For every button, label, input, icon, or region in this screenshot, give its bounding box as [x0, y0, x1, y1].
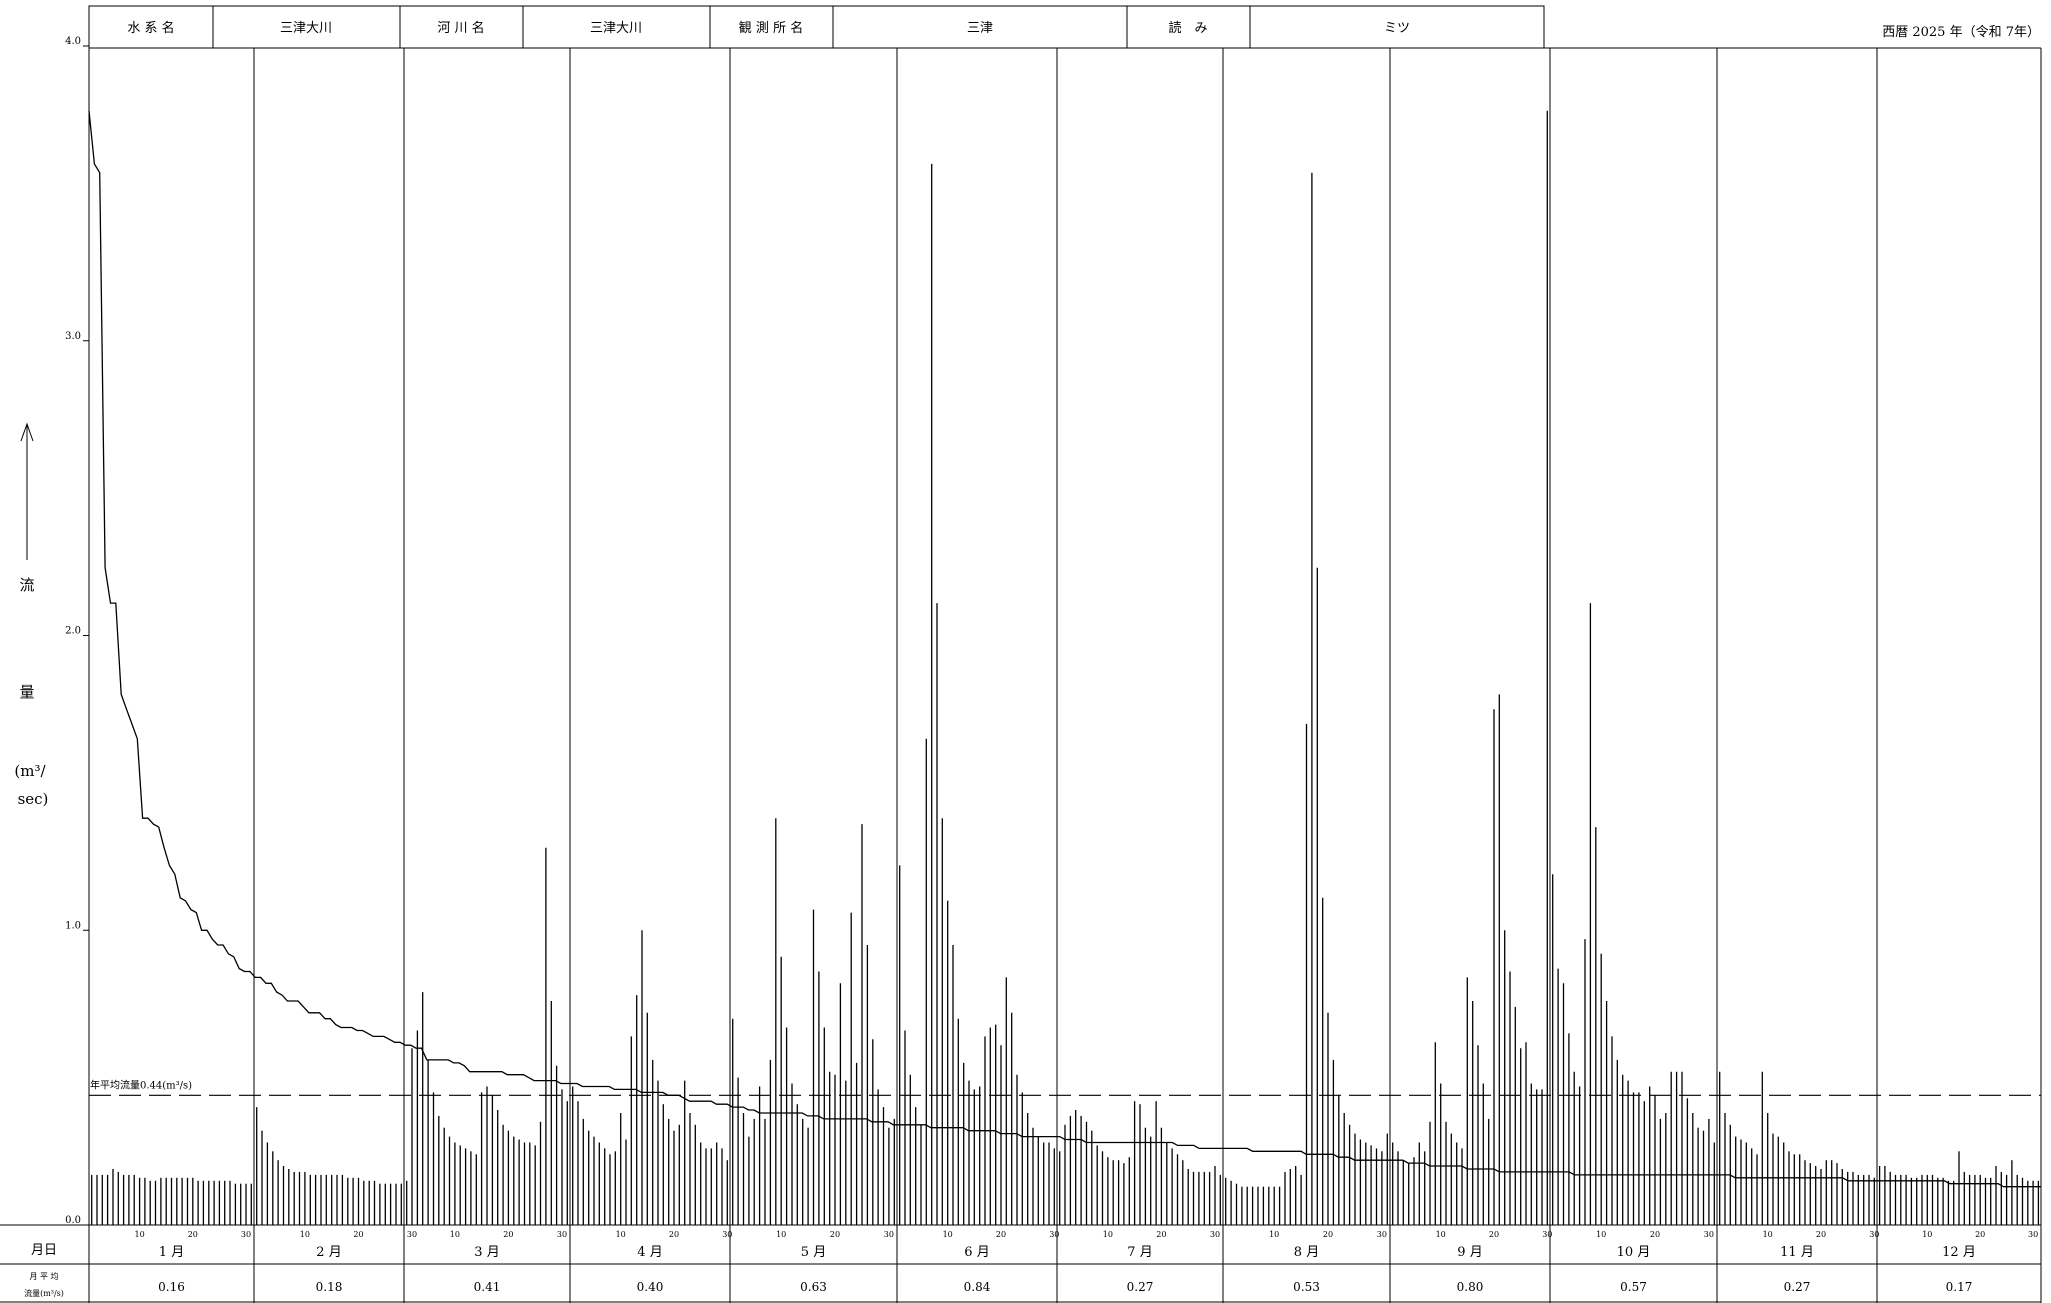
day-tick-label: 10: [1596, 1230, 1606, 1239]
day-tick-label: 30: [1704, 1230, 1714, 1239]
header-station-value: 三津: [967, 21, 993, 36]
header-reading-label: 読 み: [1168, 20, 1207, 36]
annual-mean: 年平均流量0.44(m³/s): [89, 1078, 2041, 1096]
day-tick-label: 10: [1436, 1230, 1446, 1239]
day-tick-label: 10: [943, 1230, 953, 1239]
day-tick-label: 20: [503, 1230, 513, 1239]
month-label: 10 月: [1617, 1245, 1651, 1260]
day-tick-label: 30: [1377, 1230, 1387, 1239]
day-tick-label: 10: [776, 1230, 786, 1239]
year-label: 西暦 2025 年（令和 7年）: [1882, 25, 2040, 40]
month-label: 3 月: [474, 1245, 499, 1260]
y-label-line-4: sec): [18, 790, 49, 808]
monthly-mean-value: 0.17: [1946, 1280, 1973, 1294]
day-tick-label: 20: [1816, 1230, 1826, 1239]
day-tick-label: 30: [1869, 1230, 1879, 1239]
y-axis-ticks: 0.0 1.0 2.0 3.0 4.0: [65, 6, 90, 1303]
day-tick-label: 30: [1210, 1230, 1220, 1239]
y-label-line-2: 量: [19, 683, 34, 701]
monthly-mean-value: 0.41: [474, 1280, 501, 1294]
day-tick-label: 30: [1049, 1230, 1059, 1239]
month-label: 2 月: [316, 1245, 341, 1260]
day-tick-label: 10: [450, 1230, 460, 1239]
monthly-mean-value: 0.80: [1457, 1280, 1484, 1294]
day-tick-label: 30: [241, 1230, 251, 1239]
month-grid: [0, 47, 2042, 1303]
flow-duration-curve: [88, 110, 2041, 1188]
y-tick-label: 1.0: [65, 920, 81, 931]
day-tick-label: 10: [616, 1230, 626, 1239]
month-label: 11 月: [1780, 1245, 1814, 1260]
month-label: 5 月: [801, 1245, 826, 1260]
month-label: 7 月: [1127, 1245, 1152, 1260]
day-tick-label: 20: [830, 1230, 840, 1239]
day-tick-label: 10: [300, 1230, 310, 1239]
monthly-mean-value: 0.27: [1784, 1280, 1811, 1294]
header-system-value: 三津大川: [280, 21, 332, 36]
month-label: 4 月: [637, 1245, 662, 1260]
monthly-mean-value: 0.40: [637, 1280, 664, 1294]
header-station-label: 観 測 所 名: [739, 20, 803, 36]
day-tick-label: 10: [1103, 1230, 1113, 1239]
y-axis-label: 流 量 (m³/ sec): [14, 422, 49, 808]
day-tick-label: 10: [1763, 1230, 1773, 1239]
monthly-mean-value: 0.57: [1620, 1280, 1647, 1294]
day-tick-label: 30: [557, 1230, 567, 1239]
monthly-mean-value: 0.84: [964, 1280, 991, 1294]
y-tick-label: 0.0: [65, 1215, 81, 1226]
month-label: 6 月: [964, 1245, 989, 1260]
y-axis-arrow-head: [20, 422, 34, 442]
monthly-mean-value: 0.63: [800, 1280, 827, 1294]
monthly-mean-value: 0.18: [316, 1280, 343, 1294]
row-label-avg-1: 月 平 均: [29, 1271, 58, 1281]
day-tick-label: 20: [1650, 1230, 1660, 1239]
header-river-label: 河 川 名: [437, 20, 484, 36]
monthly-mean-value: 0.53: [1293, 1280, 1320, 1294]
row-label-avg-2: 流量(m³/s): [24, 1288, 64, 1298]
day-tick-label: 30: [407, 1230, 417, 1239]
month-label: 12 月: [1942, 1245, 1976, 1260]
month-label: 1 月: [159, 1245, 184, 1260]
day-tick-label: 20: [1489, 1230, 1499, 1239]
day-tick-label: 10: [1269, 1230, 1279, 1239]
day-tick-label: 20: [1975, 1230, 1985, 1239]
day-tick-label: 20: [996, 1230, 1006, 1239]
day-tick-label: 10: [135, 1230, 145, 1239]
day-tick-label: 20: [669, 1230, 679, 1239]
y-tick-label: 4.0: [65, 36, 81, 47]
day-tick-label: 20: [1156, 1230, 1166, 1239]
header-reading-value: ミツ: [1384, 21, 1410, 36]
day-tick-label: 30: [884, 1230, 894, 1239]
annual-mean-label: 年平均流量0.44(m³/s): [90, 1078, 192, 1091]
day-tick-label: 10: [1922, 1230, 1932, 1239]
bottom-table: 月日月 平 均流量(m³/s) 10 20 30 1 月 0.16 10 20 30 2 月 0.1…: [24, 1230, 2038, 1298]
daily-flow-bars: [91, 110, 2040, 1225]
y-label-line-3: (m³/: [14, 762, 46, 780]
day-tick-label: 20: [188, 1230, 198, 1239]
month-label: 8 月: [1294, 1245, 1319, 1260]
header-river-value: 三津大川: [590, 21, 642, 36]
duration-curve-line: [88, 110, 2041, 1188]
day-tick-label: 20: [353, 1230, 363, 1239]
day-tick-label: 30: [2028, 1230, 2038, 1239]
day-tick-label: 20: [1323, 1230, 1333, 1239]
day-tick-label: 30: [1542, 1230, 1552, 1239]
monthly-mean-value: 0.16: [158, 1280, 185, 1294]
month-label: 9 月: [1457, 1245, 1482, 1260]
header-system-label: 水 系 名: [127, 20, 174, 36]
day-tick-label: 30: [722, 1230, 732, 1239]
monthly-mean-value: 0.27: [1127, 1280, 1154, 1294]
y-tick-label: 2.0: [65, 626, 81, 637]
y-tick-label: 3.0: [65, 331, 81, 342]
row-label-date: 月日: [31, 1243, 57, 1258]
y-label-line-1: 流: [19, 576, 34, 594]
